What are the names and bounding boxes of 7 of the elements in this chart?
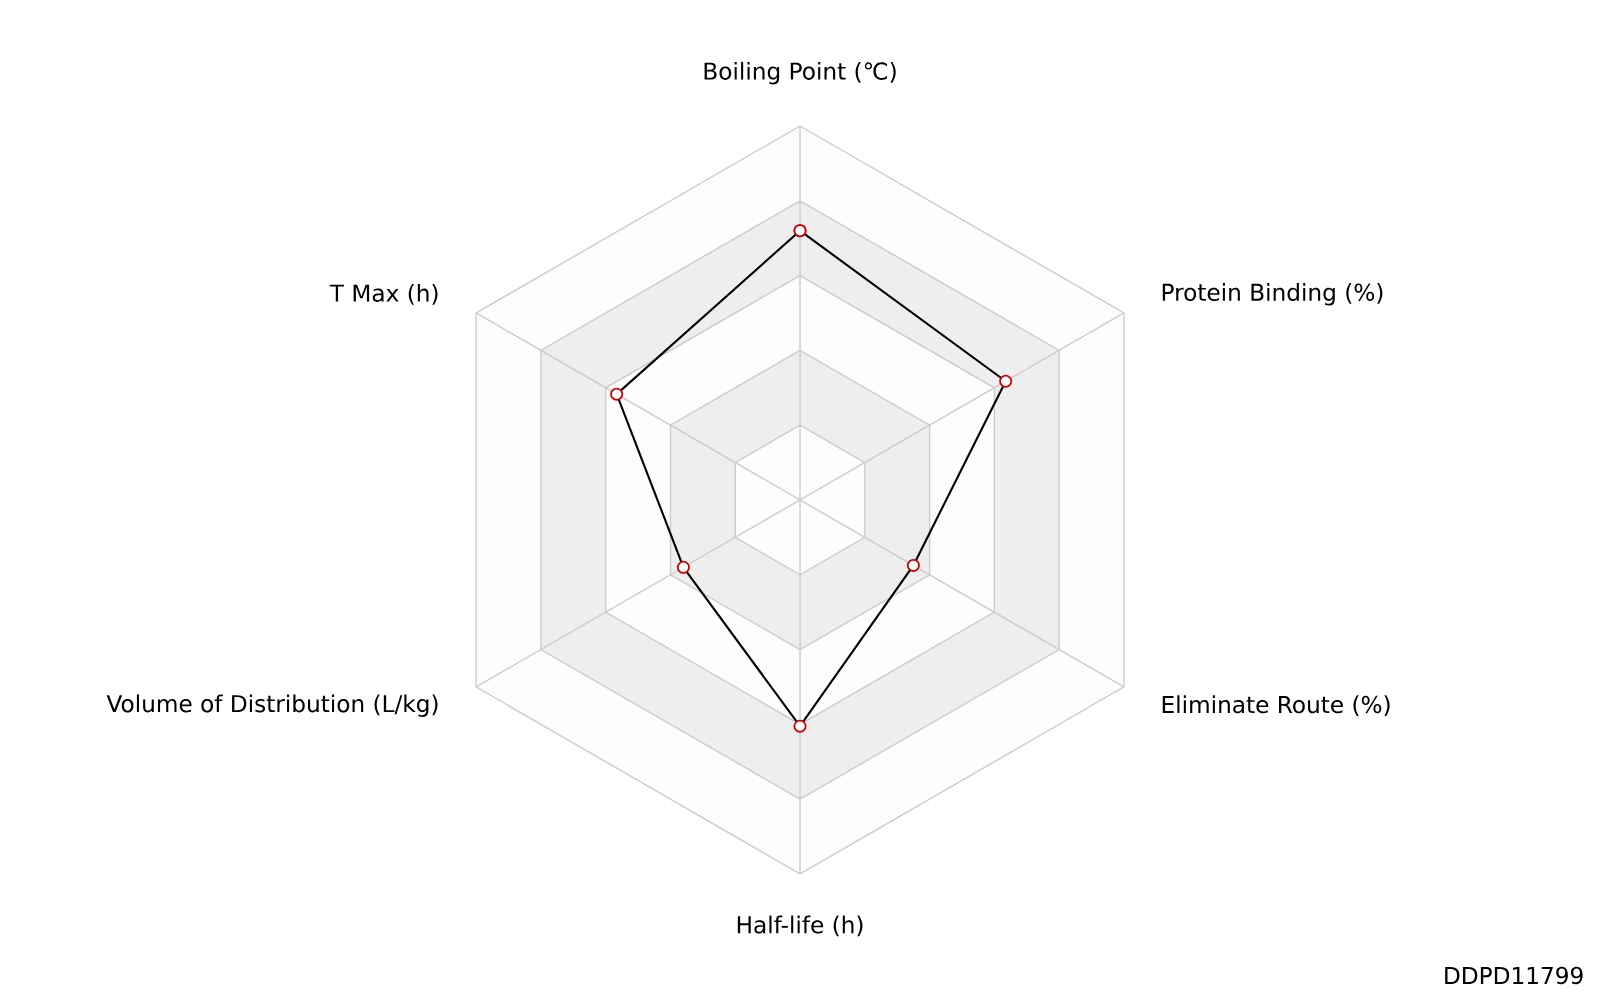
spoke-label: T Max (h) [329,283,438,305]
spoke-label: Boiling Point (℃) [704,61,896,85]
spoke-label: Eliminate Route (%) [1162,695,1390,717]
text: DDPD11799 [1445,966,1583,985]
spoke-label: Protein Binding (%) [1162,283,1383,306]
spoke-label: Volume of Distribution (L/kg) [106,694,438,717]
spoke-label: Half-life (h) [737,915,863,937]
